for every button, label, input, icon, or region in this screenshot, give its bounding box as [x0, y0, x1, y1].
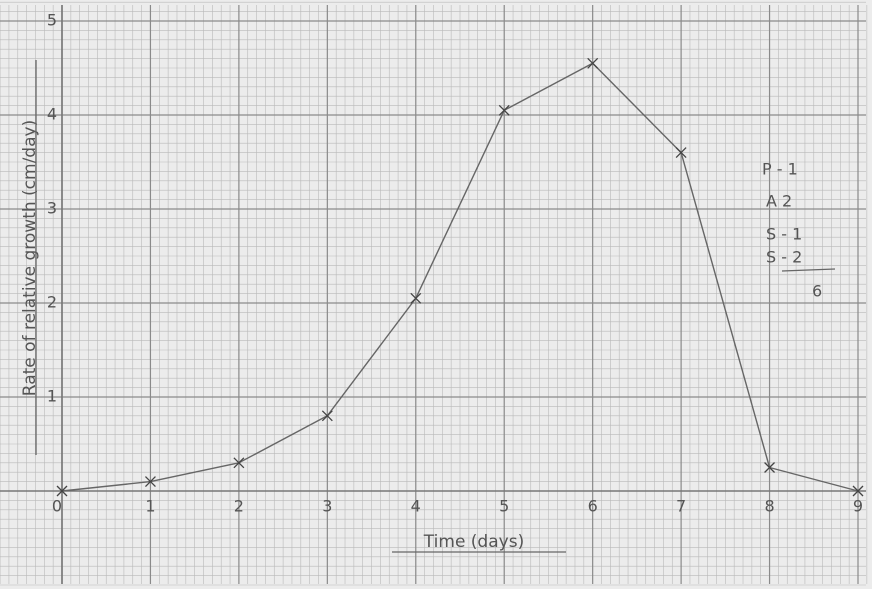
- cross: [587, 57, 599, 69]
- y-tick-label: 3: [47, 199, 57, 218]
- data-point: [144, 476, 156, 488]
- x-tick-label: 8: [764, 497, 774, 516]
- y-tick-label: 1: [47, 387, 57, 406]
- x-tick-label: 5: [499, 497, 509, 516]
- x-tick-label: 6: [588, 497, 598, 516]
- x-tick-label: 4: [411, 497, 421, 516]
- cross: [56, 485, 68, 497]
- sum-line: [781, 268, 836, 272]
- cross: [233, 457, 245, 469]
- data-line: [61, 62, 859, 492]
- cross: [321, 410, 333, 422]
- annotation: S - 2: [766, 248, 802, 267]
- cross: [852, 485, 864, 497]
- y-axis-title: Rate of relative growth (cm/day): [20, 120, 40, 396]
- annotation: P - 1: [762, 160, 798, 179]
- cross: [498, 104, 510, 116]
- y-tick-label: 4: [47, 105, 57, 124]
- data-point: [321, 410, 333, 422]
- x-tick-label: 7: [676, 497, 686, 516]
- annotation: 6: [812, 282, 822, 301]
- data-point: [852, 485, 864, 497]
- x-tick-label: 0: [52, 497, 62, 516]
- cross: [675, 147, 687, 159]
- data-point: [56, 485, 68, 497]
- cross: [764, 462, 776, 473]
- data-point: [587, 57, 599, 69]
- y-tick-label: 2: [47, 293, 57, 312]
- annotation: S - 1: [766, 225, 802, 244]
- data-point: [498, 104, 510, 116]
- x-axis-title: Time (days): [423, 532, 524, 552]
- x-tick-label: 2: [234, 497, 244, 516]
- data-point: [675, 147, 687, 159]
- annotation: A 2: [766, 192, 792, 211]
- data-point: [233, 457, 245, 469]
- x-tick-label: 1: [145, 497, 155, 516]
- data-point: [764, 462, 776, 473]
- cross: [410, 292, 422, 304]
- data-point: [410, 292, 422, 304]
- y-tick-label: 5: [47, 11, 57, 30]
- cross: [144, 476, 156, 488]
- x-tick-label: 9: [853, 497, 863, 516]
- x-tick-label: 3: [322, 497, 332, 516]
